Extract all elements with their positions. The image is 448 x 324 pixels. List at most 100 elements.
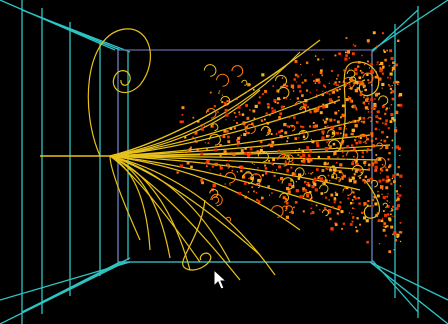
hit-point — [386, 225, 389, 228]
hit-point — [375, 75, 379, 79]
curl-fragment — [224, 172, 236, 184]
hit-point — [395, 126, 397, 129]
hit-point — [245, 104, 248, 107]
hit-point — [391, 147, 394, 149]
hit-point — [214, 162, 218, 167]
hit-point — [301, 150, 304, 153]
hit-point — [286, 168, 289, 172]
hit-point — [366, 39, 370, 43]
hit-point — [274, 101, 277, 104]
hit-point — [386, 200, 389, 202]
hit-point — [350, 133, 352, 135]
hit-point — [351, 105, 353, 108]
hit-point — [288, 116, 291, 119]
hit-point — [382, 65, 385, 68]
hit-point — [276, 132, 278, 134]
hit-point — [397, 39, 400, 42]
hit-point — [389, 201, 391, 203]
hit-point — [226, 100, 229, 102]
hit-point — [327, 156, 331, 159]
hit-point — [343, 69, 346, 72]
hit-point — [275, 133, 278, 135]
hit-point — [371, 177, 374, 180]
hit-point — [294, 73, 298, 77]
hit-point — [384, 58, 387, 62]
hit-point — [357, 65, 360, 68]
hit-point — [341, 227, 344, 230]
hit-point — [279, 86, 282, 88]
hit-point — [262, 151, 266, 154]
hit-point — [298, 148, 301, 150]
hit-point — [389, 87, 392, 90]
hit-point — [375, 115, 379, 119]
hit-point — [252, 109, 256, 113]
hit-point — [257, 200, 261, 203]
hit-point — [349, 78, 353, 82]
hit-point — [334, 111, 338, 115]
hit-point — [330, 69, 333, 72]
hit-point — [361, 151, 364, 154]
hit-point — [312, 125, 316, 129]
hit-point — [366, 240, 369, 244]
hit-point — [302, 125, 305, 129]
hit-point — [264, 172, 268, 175]
hit-point — [240, 149, 244, 152]
hit-point — [355, 229, 359, 233]
hit-point — [302, 160, 306, 164]
hit-point — [266, 103, 270, 106]
hit-point — [229, 127, 233, 130]
hit-point — [361, 90, 363, 93]
hit-point — [265, 112, 268, 115]
hit-point — [305, 173, 307, 175]
hit-point — [295, 181, 297, 183]
hit-point — [273, 98, 277, 102]
hit-point — [211, 165, 214, 168]
hit-point — [313, 179, 317, 183]
hit-point — [300, 63, 302, 65]
hit-point — [237, 146, 239, 149]
hit-point — [397, 195, 399, 198]
hit-point — [391, 177, 393, 179]
hit-point — [244, 147, 247, 150]
hit-point — [382, 188, 384, 190]
hit-point — [299, 90, 302, 93]
track-line — [109, 155, 231, 263]
hit-point — [351, 52, 355, 56]
track-line — [109, 155, 151, 251]
hit-point — [204, 161, 208, 165]
hit-point — [315, 95, 318, 98]
hit-point — [359, 93, 363, 97]
hit-point — [200, 178, 204, 182]
curl-fragment — [209, 188, 219, 198]
hit-point — [327, 168, 329, 170]
hit-point — [322, 84, 326, 87]
hit-point — [278, 165, 282, 169]
hit-point — [374, 202, 378, 206]
hit-point — [332, 168, 336, 172]
hit-point — [315, 55, 317, 57]
hit-point — [399, 222, 402, 224]
hit-point — [312, 121, 315, 124]
hit-point — [325, 117, 329, 121]
curl-fragment — [216, 73, 230, 87]
curl-fragment — [257, 151, 269, 163]
hit-point — [226, 130, 229, 133]
hit-point — [219, 144, 222, 147]
hit-point — [244, 195, 247, 199]
hit-point — [367, 163, 371, 167]
hit-point — [382, 195, 386, 199]
hit-point — [213, 105, 216, 108]
hit-point — [316, 89, 318, 91]
hit-point — [359, 116, 362, 118]
hit-point — [248, 152, 252, 156]
hit-point — [344, 57, 348, 61]
hit-point — [256, 198, 259, 201]
hit-point — [338, 170, 342, 174]
hit-point — [345, 186, 349, 190]
curl-fragment — [203, 64, 217, 77]
hit-point — [305, 61, 309, 65]
hit-point — [364, 164, 366, 167]
hit-point — [308, 172, 310, 174]
